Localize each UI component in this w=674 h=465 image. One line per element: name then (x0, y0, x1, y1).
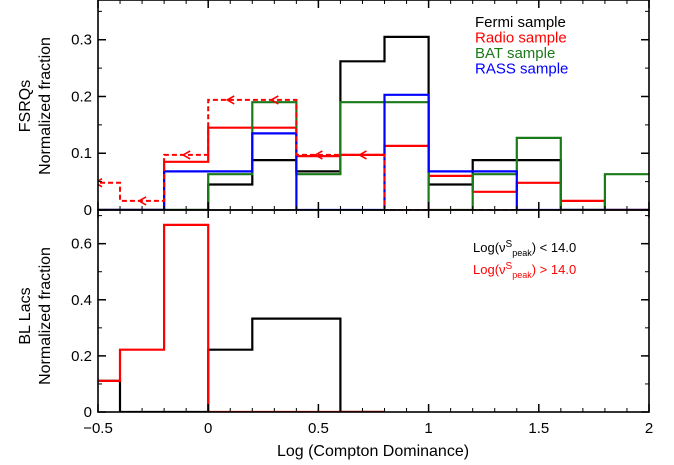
panel-frames (97, 0, 650, 413)
fsrq-upper-limit-arrow (225, 95, 235, 105)
legend-entry-1: Log(νSpeak) > 14.0 (473, 261, 576, 280)
legend-entry-rass-sample: RASS sample (475, 61, 568, 78)
fsrq-series-4-histogram (98, 98, 649, 210)
fsrq-upper-limit-arrow (269, 95, 279, 105)
fsrq-series-group (98, 35, 649, 210)
bllac-frame (97, 209, 650, 413)
fsrq-panel-label: FSRQs (17, 80, 34, 132)
x-tick-label: 0 (204, 420, 212, 437)
fsrq-upper-limit-arrow (313, 150, 323, 160)
legend-entry-fermi-sample: Fermi sample (475, 14, 566, 31)
fsrq-y-tick-label: 0 (84, 202, 92, 219)
bllac-y-tick-label: 0.4 (71, 292, 92, 309)
x-tick-label: −0.5 (83, 420, 113, 437)
fsrq-y-tick-label: 0.2 (71, 88, 92, 105)
fsrq-upper-limit-arrow (98, 178, 103, 188)
x-tick-label: 0.5 (308, 420, 329, 437)
bllac-series-0-histogram (98, 317, 385, 412)
x-tick-label: 1 (424, 420, 432, 437)
bllac-legend: Log(νSpeak) < 14.0 Log(νSpeak) > 14.0 (473, 239, 576, 280)
fsrq-upper-limit-arrow (181, 150, 191, 160)
bllac-series-group (98, 223, 385, 412)
bllac-y-tick-label: 0.2 (71, 348, 92, 365)
bllac-panel-label: BL Lacs (17, 287, 34, 344)
x-tick-label: 1.5 (528, 420, 549, 437)
bllac-panel: 00.20.40.6−0.5 0 0.5 1 1.5 2 Log(νSpeak) < 14… (71, 210, 653, 437)
legend-entry-0: Log(νSpeak) < 14.0 (473, 239, 576, 258)
x-tick-label: 2 (645, 420, 653, 437)
bllac-y-tick-label: 0.6 (71, 236, 92, 253)
bllac-y-tick-label: 0 (84, 404, 92, 421)
x-axis-title: Log (Compton Dominance) (277, 443, 469, 460)
bllac-series-1-histogram (98, 223, 385, 412)
bllac-y-axis-title: Normalized fraction (37, 247, 54, 385)
fsrq-series-3-histogram (98, 93, 649, 210)
fsrq-y-tick-label: 0.3 (71, 32, 92, 49)
fsrq-series-1-histogram (98, 126, 649, 210)
legend-entry-bat-sample: BAT sample (475, 45, 555, 62)
fsrq-y-axis-title: Normalized fraction (37, 37, 54, 175)
fsrq-upper-limit-arrow (137, 196, 147, 206)
fsrq-upper-limit-arrow (357, 150, 367, 160)
legend-entry-radio-sample: Radio sample (475, 30, 567, 47)
fsrq-y-tick-label: 0.1 (71, 145, 92, 162)
